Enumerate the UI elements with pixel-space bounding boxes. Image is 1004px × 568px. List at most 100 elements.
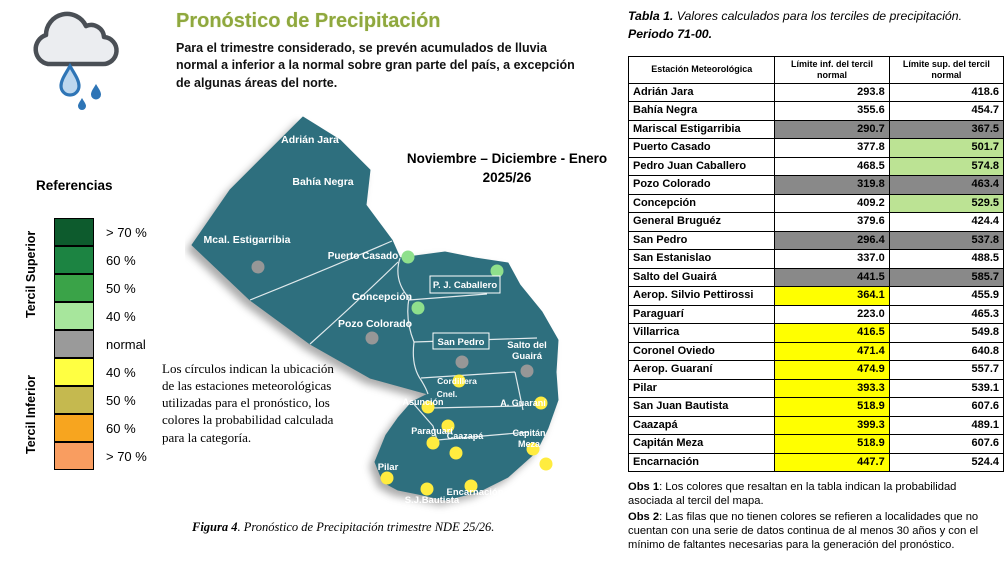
station-dot-yellow — [421, 400, 435, 414]
station-dot-yellow — [441, 419, 455, 433]
rain-drop-tiny — [78, 98, 86, 110]
legend-item: > 70 % — [54, 441, 147, 470]
legend-swatch — [54, 413, 94, 442]
limit-sup-cell: 489.1 — [888, 415, 1004, 436]
legend-label: normal — [106, 336, 146, 352]
table-caption-number: Tabla 1. — [628, 9, 674, 23]
station-name-cell: Caazapá — [627, 415, 776, 436]
limit-inf-cell: 474.9 — [774, 360, 890, 380]
color-legend: > 70 % 60 % 50 % 40 % normal 40 % 50 % 60 % > 70… — [54, 217, 147, 470]
legend-item: 40 % — [54, 301, 147, 330]
legend-label: 40 % — [106, 308, 136, 324]
legend-item: 50 % — [54, 385, 147, 414]
limit-inf-cell: 447.7 — [774, 452, 890, 473]
limit-sup-cell: 557.7 — [888, 360, 1004, 380]
station-dot-gray — [365, 331, 379, 345]
map-station-label: Cordillera — [437, 376, 477, 386]
legend-swatch — [54, 217, 94, 246]
station-name-cell: San Juan Bautista — [627, 397, 776, 417]
limit-inf-cell: 296.4 — [774, 230, 890, 251]
obs2: Obs 2: Las filas que no tienen colores s… — [628, 510, 1004, 553]
table-row: Pilar 393.3 539.1 — [627, 378, 1004, 399]
limit-sup-cell: 640.8 — [888, 341, 1004, 362]
table-row: Paraguarí 223.0 465.3 — [627, 304, 1004, 325]
map-station-label: Guairá — [512, 351, 543, 362]
legend-swatch — [54, 329, 94, 358]
table-row: San Estanislao 337.0 488.5 — [627, 249, 1004, 269]
limit-inf-cell: 441.5 — [774, 267, 890, 288]
station-dot-green — [411, 301, 425, 315]
table-row: San Pedro 296.4 537.8 — [627, 230, 1004, 251]
legend-label: 60 % — [106, 252, 136, 268]
station-dot-yellow — [449, 446, 463, 460]
limit-inf-cell: 379.6 — [774, 212, 890, 232]
table-row: Salto del Guairá 441.5 585.7 — [627, 267, 1004, 288]
map-label-box — [429, 275, 501, 294]
table-row: Mariscal Estigarribia 290.7 367.5 — [627, 119, 1004, 140]
station-name-cell: Bahía Negra — [627, 101, 776, 121]
map-station-label: Caazapá — [447, 431, 485, 441]
legend-swatch — [54, 441, 94, 470]
table-row: Aerop. Silvio Pettirossi 364.1 455.9 — [627, 286, 1004, 306]
table-row: Adrián Jara 293.8 418.6 — [627, 82, 1004, 103]
legend-swatch — [54, 385, 94, 414]
map-station-label: P. J. Caballero — [433, 280, 497, 291]
rain-drop-large — [59, 62, 81, 97]
limit-sup-cell: 463.4 — [888, 175, 1004, 195]
legend-swatch — [54, 273, 94, 302]
table-row: Concepción 409.2 529.5 — [627, 193, 1004, 214]
tercil-inferior-label: Tercil Inferior — [24, 375, 38, 455]
rain-cloud-icon — [33, 11, 119, 110]
map-station-dots — [251, 250, 553, 496]
map-station-label: Adrián Jara — [281, 134, 339, 146]
map-country-shape — [191, 116, 559, 501]
limit-inf-cell: 518.9 — [774, 397, 890, 417]
station-dot-yellow — [526, 442, 540, 456]
limit-sup-cell: 537.8 — [888, 230, 1004, 251]
limit-sup-cell: 524.4 — [888, 452, 1004, 473]
limit-inf-cell: 355.6 — [774, 101, 890, 121]
station-dot-yellow — [539, 457, 553, 471]
station-dot-yellow — [420, 482, 434, 496]
station-dot-yellow — [426, 436, 440, 450]
obs2-label: Obs 2 — [628, 510, 660, 523]
station-name-cell: San Pedro — [627, 230, 776, 251]
table-row: Caazapá 399.3 489.1 — [627, 415, 1004, 436]
table-caption-period: Periodo 71-00. — [628, 26, 713, 41]
station-dot-gray — [520, 364, 534, 378]
table-caption-text: Valores calculados para los terciles de … — [673, 9, 963, 23]
limit-inf-cell: 471.4 — [774, 341, 890, 362]
limit-sup-cell: 455.9 — [888, 286, 1004, 306]
table-caption-line1: Tabla 1. Valores calculados para los ter… — [628, 8, 1002, 26]
limit-sup-cell: 539.1 — [888, 378, 1004, 399]
station-name-cell: Encarnación — [627, 452, 776, 473]
station-name-cell: Aerop. Guaraní — [627, 360, 776, 380]
obs1-label: Obs 1 — [628, 481, 660, 493]
map-station-label: Meza — [518, 439, 541, 449]
table-row: General Bruguéz 379.6 424.4 — [627, 212, 1004, 232]
station-name-cell: Mariscal Estigarribia — [627, 119, 776, 140]
table-row: Bahía Negra 355.6 454.7 — [627, 101, 1004, 121]
limit-inf-cell: 223.0 — [774, 304, 890, 325]
obs1-text: : Los colores que resaltan en la tabla i… — [628, 481, 957, 508]
legend-label: > 70 % — [106, 448, 147, 464]
station-dot-yellow — [380, 471, 394, 485]
table-header: Estación Meteorológica Límite inf. del t… — [627, 56, 1004, 84]
table-header-row: Estación Meteorológica Límite inf. del t… — [627, 56, 1004, 84]
station-name-cell: Puerto Casado — [627, 138, 776, 158]
station-name-cell: Concepción — [627, 193, 776, 214]
station-dot-gray — [455, 355, 469, 369]
station-dot-green — [490, 264, 504, 278]
station-dot-yellow — [452, 374, 466, 388]
station-name-cell: General Bruguéz — [627, 212, 776, 232]
station-name-cell: San Estanislao — [627, 249, 776, 269]
legend-item: 40 % — [54, 357, 147, 386]
limit-inf-cell: 364.1 — [774, 286, 890, 306]
limit-sup-cell: 465.3 — [888, 304, 1004, 325]
limit-inf-cell: 399.3 — [774, 415, 890, 436]
legend-item: 50 % — [54, 273, 147, 302]
station-name-cell: Pilar — [627, 378, 776, 399]
station-name-cell: Coronel Oviedo — [627, 341, 776, 362]
legend-label: 40 % — [106, 364, 136, 380]
